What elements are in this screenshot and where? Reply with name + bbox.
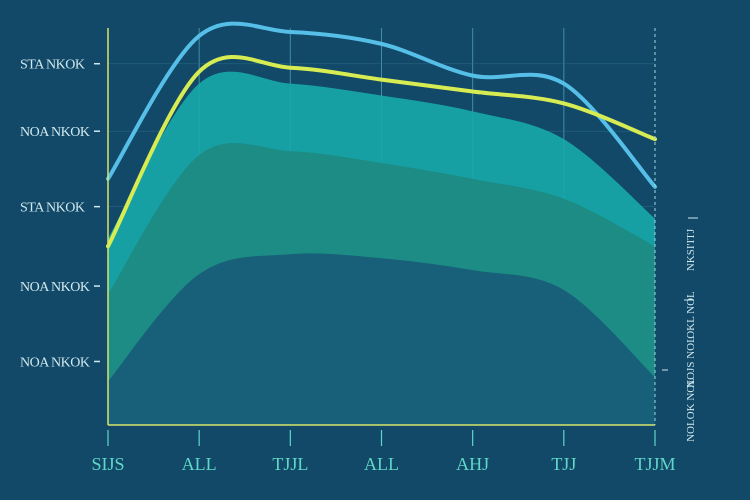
line-series-2 (106, 54, 657, 249)
axes (107, 28, 656, 426)
right-label-text: NKSI'ITJ (685, 228, 697, 271)
right-label: OKL NOL (685, 291, 697, 339)
x-tick-label: ALL (364, 454, 399, 474)
right-label: NKSI'ITJ (685, 228, 697, 271)
area-series-3 (108, 253, 655, 425)
x-tick-label: TJJL (272, 454, 308, 474)
right-label: NOLOK NOL (685, 378, 697, 442)
y-tick-label: NOA NKOK (20, 125, 90, 140)
x-tick-label: SIJS (91, 454, 124, 474)
y-tick-labels: STA NKOK NOA NKOK STA NKOK NOA NKOK NOA NKOK (20, 58, 100, 370)
y-tick-label: STA NKOK (20, 201, 85, 216)
x-tick-label: ALL (182, 454, 217, 474)
right-label-text: NOLOK NOL (685, 378, 697, 442)
y-tick-label: STA NKOK (20, 58, 85, 73)
x-tick-label: AHJ (456, 454, 489, 474)
area-layer (108, 71, 655, 426)
y-tick-label: NOA NKOK (20, 355, 90, 370)
x-tick-label: TJJM (634, 454, 675, 474)
right-label-text: OKL NOL (685, 291, 697, 339)
x-tick-label: TJJ (551, 454, 576, 474)
right-label-text: NOJS NOL (685, 336, 697, 388)
right-label: NOJS NOL (685, 336, 697, 388)
x-tick-labels: SIJS ALL TJJL ALL AHJ TJJ TJJM (91, 430, 676, 474)
line-layer (106, 21, 657, 249)
line-series-1 (106, 21, 657, 189)
y-tick-label: NOA NKOK (20, 280, 90, 295)
